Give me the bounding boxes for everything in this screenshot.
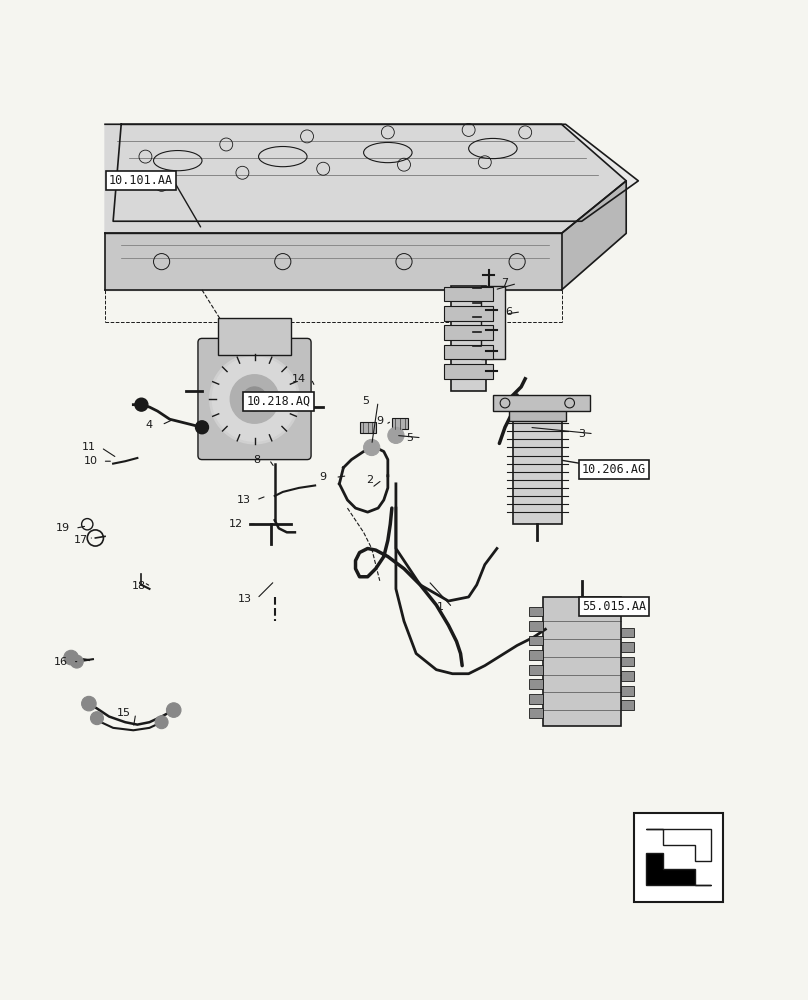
Polygon shape [105, 124, 626, 233]
Bar [493, 395, 590, 411]
Text: 17: 17 [74, 535, 88, 545]
Text: 16: 16 [53, 657, 68, 667]
Bar [634, 813, 723, 902]
Text: 1: 1 [437, 602, 444, 612]
Text: 2: 2 [367, 475, 373, 485]
Bar [444, 345, 493, 359]
Bar [481, 286, 505, 359]
Bar [529, 708, 543, 718]
Text: 10: 10 [83, 456, 98, 466]
Circle shape [70, 655, 83, 668]
Text: 9: 9 [377, 416, 383, 426]
Text: 14: 14 [292, 374, 306, 384]
Bar [529, 636, 543, 645]
Bar [543, 597, 621, 726]
Bar [529, 665, 543, 675]
Bar [621, 657, 634, 666]
Polygon shape [113, 124, 638, 221]
Bar [444, 306, 493, 321]
Bar [513, 419, 562, 524]
FancyBboxPatch shape [198, 338, 311, 460]
Circle shape [82, 696, 96, 711]
Circle shape [364, 439, 380, 456]
Circle shape [388, 427, 404, 443]
Bar [621, 671, 634, 681]
Circle shape [155, 716, 168, 729]
Bar [621, 628, 634, 637]
Text: 13: 13 [237, 495, 251, 505]
Text: 18: 18 [132, 581, 146, 591]
Bar [451, 286, 486, 391]
Bar [621, 700, 634, 710]
Text: 5: 5 [406, 433, 413, 443]
Bar [529, 607, 543, 616]
Bar [621, 686, 634, 696]
Circle shape [242, 387, 267, 411]
Text: 4: 4 [146, 420, 153, 430]
Bar [218, 318, 291, 355]
Polygon shape [646, 829, 711, 861]
Circle shape [230, 375, 279, 423]
Bar [444, 364, 493, 379]
Text: 13: 13 [238, 594, 252, 604]
Circle shape [64, 650, 78, 665]
Bar [360, 422, 376, 433]
Circle shape [196, 421, 208, 434]
Bar [509, 401, 566, 421]
Bar [621, 642, 634, 652]
Text: 10.206.AG: 10.206.AG [582, 463, 646, 476]
Polygon shape [646, 853, 711, 885]
Text: 5: 5 [363, 396, 369, 406]
Circle shape [166, 703, 181, 717]
Text: 10.218.AQ: 10.218.AQ [246, 395, 310, 408]
Polygon shape [105, 233, 562, 290]
Circle shape [213, 357, 297, 441]
Bar [392, 418, 408, 429]
Text: 8: 8 [254, 455, 260, 465]
Text: 6: 6 [506, 307, 512, 317]
Circle shape [90, 712, 103, 725]
Circle shape [210, 355, 299, 443]
Bar [529, 679, 543, 689]
Circle shape [135, 398, 148, 411]
Bar [529, 694, 543, 704]
Bar [444, 287, 493, 301]
Text: 11: 11 [82, 442, 96, 452]
Text: 10.101.AA: 10.101.AA [109, 174, 173, 187]
Text: 9: 9 [320, 472, 326, 482]
Bar [444, 325, 493, 340]
Bar [529, 650, 543, 660]
Text: 3: 3 [579, 429, 585, 439]
Text: 55.015.AA: 55.015.AA [582, 600, 646, 613]
Polygon shape [562, 181, 626, 290]
Text: 7: 7 [502, 278, 508, 288]
Text: 19: 19 [56, 523, 70, 533]
Text: 12: 12 [229, 519, 243, 529]
Bar [529, 621, 543, 631]
Text: 15: 15 [116, 708, 131, 718]
